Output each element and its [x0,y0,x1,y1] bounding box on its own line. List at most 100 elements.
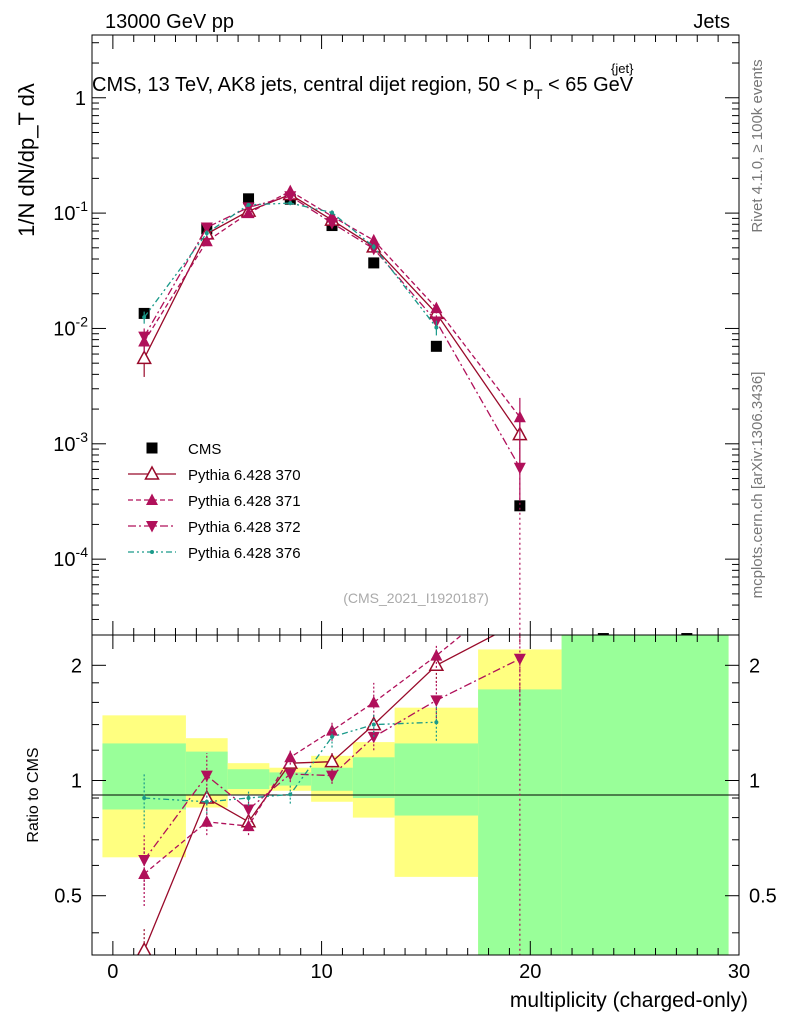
ratio-data-point [136,941,152,955]
header-left-label: 13000 GeV pp [105,11,234,33]
main-y-tick-label: 10-2 [53,313,88,340]
main-data-point [243,193,255,205]
ratio-band-green [561,635,729,955]
ratio-series-line [143,635,463,875]
ratio-data-point [242,819,255,832]
main-data-point [681,633,693,635]
main-data-point [368,257,380,269]
ratio-data-point [324,753,340,768]
legend: CMS Pythia 6.428 370 Pythia 6.428 371 Pythi… [128,441,301,562]
main-y-axis-label: 1/N dN/dp_T dλ [14,83,39,237]
x-axis-label: multiplicity (charged-only) [510,989,748,1012]
main-panel: 1 10-1 10-2 10-3 10-4 [53,34,740,636]
main-data-point [434,325,439,330]
side-label-rivet: Rivet 4.1.0, ≥ 100k events [749,59,766,232]
main-data-point [204,231,209,236]
main-x-ticks [91,35,740,635]
legend-marker [146,493,158,505]
main-series-0 [138,193,693,635]
main-series-line [143,202,437,328]
ratio-y-axis-label: Ratio to CMS [25,747,42,842]
ratio-data-point [284,750,297,763]
plot-title-main: CMS, 13 TeV, AK8 jets, central dijet reg… [92,74,523,96]
legend-marker [150,550,154,554]
ratio-band-green [352,757,395,799]
main-data-point [242,202,255,214]
plot-title-end: < 65 GeV [543,74,634,96]
ratio-data-point [513,615,526,627]
analysis-id-label: (CMS_2021_I1920187) [343,590,489,606]
main-data-point [200,234,213,247]
x-tick-label: 0 [107,961,118,983]
main-series-4 [142,201,439,336]
ratio-y-tick-label: 1 [71,771,82,793]
main-data-point [284,191,297,203]
main-y-tick-label: 10-1 [53,198,88,225]
ratio-series-3 [142,705,439,829]
main-y-axis: 1 10-1 10-2 10-3 10-4 [53,42,739,620]
ratio-y-tick-label-right: 1 [749,771,760,793]
main-y-tick-label: 10-3 [53,429,88,456]
ratio-data-point [246,796,251,801]
legend-entry: Pythia 6.428 372 [128,519,301,536]
legend-entry: Pythia 6.428 371 [128,493,301,510]
legend-label: CMS [188,441,221,458]
ratio-data-point [242,804,255,816]
ratio-data-point [330,734,335,739]
ratio-y-tick-label-right: 0.5 [749,886,777,908]
plot-title-p: p [523,74,534,96]
main-data-point [142,315,147,320]
ratio-series-line [143,658,521,861]
main-data-point [430,301,443,314]
main-data-point [597,633,609,635]
ratio-data-point [430,695,443,707]
main-data-point [136,349,152,365]
ratio-y-tick-label: 2 [71,655,82,677]
ratio-data-point [284,768,297,781]
plot-title: CMS, 13 TeV, AK8 jets, central dijet reg… [92,74,634,102]
ratio-series-2 [138,635,526,890]
ratio-frame [91,634,740,956]
legend-label: Pythia 6.428 372 [188,519,301,536]
ratio-data-point [200,815,213,827]
main-data-point [326,218,339,230]
ratio-x-axis: 0 10 20 30 [91,635,750,983]
ratio-band-green [394,743,479,816]
ratio-data-point [367,731,380,744]
ratio-y-tick-label: 0.5 [54,886,82,908]
ratio-y-tick-label-right: 2 [749,655,760,677]
ratio-data-point [204,799,209,804]
legend-entry: CMS [146,441,221,458]
legend-label: Pythia 6.428 371 [188,493,301,510]
ratio-data-point [138,854,151,867]
main-data-point [367,233,380,246]
main-data-point [246,202,251,207]
legend-label: Pythia 6.428 370 [188,467,301,484]
ratio-data-point [367,695,380,708]
main-data-point [138,331,151,344]
ratio-plot-area [136,615,526,955]
legend-marker [146,442,158,454]
side-label-mcplots: mcplots.cern.ch [arXiv:1306.3436] [749,372,766,599]
main-series-line [143,195,521,469]
ratio-panel: 0.5 0.5 1 1 2 2 0 10 20 30 [54,615,777,983]
legend-marker [146,521,158,533]
ratio-data-point [142,796,147,801]
ratio-data-point [430,649,443,661]
ratio-y-axis: 0.5 0.5 1 1 2 2 [54,655,777,934]
x-tick-label: 10 [310,961,332,983]
main-data-point [371,244,376,249]
ratio-data-point [428,656,445,672]
ratio-band-green [227,769,270,790]
ratio-data-point [288,792,293,797]
main-y-tick-label: 10-4 [53,544,88,571]
main-y-tick-label: 1 [75,88,86,110]
main-data-point [513,410,526,423]
legend-marker [144,465,160,480]
x-tick-label: 30 [728,961,750,983]
ratio-data-point [371,722,376,727]
main-data-point [514,500,526,512]
plot-title-t: T [534,86,543,102]
main-plot-area [136,184,693,635]
